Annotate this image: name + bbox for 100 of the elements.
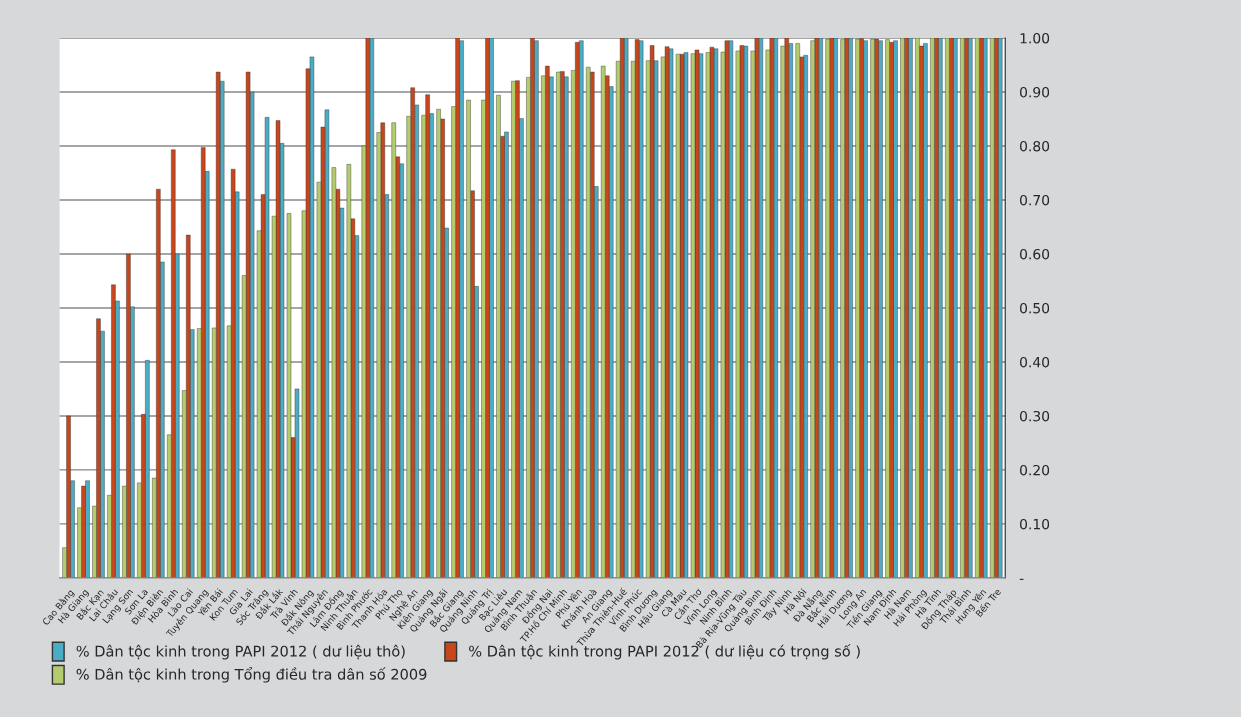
bar xyxy=(754,38,760,578)
bar xyxy=(934,38,939,578)
legend-label: % Dân tộc kinh trong Tổng điều tra dân số 2009 xyxy=(76,667,427,683)
bar xyxy=(975,38,980,578)
bar xyxy=(369,38,374,578)
bar xyxy=(694,49,700,578)
bar xyxy=(664,46,670,578)
y-tick-label: 0.80 xyxy=(1020,140,1050,152)
bar xyxy=(436,109,441,578)
bar xyxy=(111,284,116,578)
bar xyxy=(534,40,539,578)
bar xyxy=(758,38,764,578)
bar xyxy=(380,122,385,578)
bar xyxy=(870,38,875,578)
bar xyxy=(425,94,430,578)
bar xyxy=(904,38,909,578)
bar xyxy=(994,38,999,578)
bar xyxy=(556,71,561,578)
bar xyxy=(649,45,655,578)
bar xyxy=(575,42,580,578)
bar xyxy=(848,38,853,578)
bar xyxy=(586,66,591,578)
bar xyxy=(825,38,830,578)
bar xyxy=(560,71,565,578)
legend-label: % Dân tộc kinh trong PAPI 2012 ( dư liệu thô) xyxy=(76,644,405,660)
bar xyxy=(874,38,879,578)
y-tick-label: 0.10 xyxy=(1020,518,1050,530)
bar xyxy=(844,38,849,578)
y-tick-label: 0.40 xyxy=(1020,356,1050,368)
bar xyxy=(545,65,550,578)
y-tick-label: 0.30 xyxy=(1020,410,1050,422)
bar xyxy=(275,120,281,578)
bar xyxy=(803,55,808,578)
bar xyxy=(230,168,236,578)
y-tick-label: 1.00 xyxy=(1020,32,1050,44)
bar xyxy=(829,38,834,578)
bar xyxy=(171,149,176,578)
bar xyxy=(960,38,965,578)
bar xyxy=(215,71,221,578)
bar xyxy=(979,38,984,578)
y-tick-label: 0.60 xyxy=(1020,248,1050,260)
bar xyxy=(784,38,789,578)
bar xyxy=(391,122,396,578)
bar xyxy=(186,234,191,578)
y-tick-label: 0.90 xyxy=(1020,86,1050,98)
bar xyxy=(601,65,606,578)
bar xyxy=(818,38,823,578)
bar xyxy=(863,40,868,578)
bar xyxy=(579,40,584,578)
bar xyxy=(245,71,251,578)
y-tick-label: 0.50 xyxy=(1020,302,1050,314)
bar xyxy=(679,53,685,578)
bar xyxy=(410,87,415,578)
bar xyxy=(634,39,640,578)
bar xyxy=(466,99,471,578)
bar xyxy=(923,43,928,578)
bar xyxy=(590,71,595,578)
bar xyxy=(795,43,800,578)
bar xyxy=(145,360,150,578)
bar xyxy=(96,318,101,578)
bar xyxy=(885,39,890,578)
bar xyxy=(938,38,943,578)
bar xyxy=(66,415,71,578)
bar xyxy=(773,38,778,578)
bar xyxy=(998,38,1003,578)
bar xyxy=(511,80,516,578)
bar xyxy=(455,38,460,578)
bar xyxy=(365,38,370,578)
bar xyxy=(201,147,206,578)
bar xyxy=(485,38,490,578)
bar xyxy=(810,40,815,578)
bar xyxy=(915,38,920,578)
bar xyxy=(515,80,520,578)
bar xyxy=(504,131,509,578)
bar xyxy=(945,38,950,578)
bar xyxy=(949,38,954,578)
bar xyxy=(739,45,745,578)
bar xyxy=(85,480,90,578)
bar xyxy=(990,38,995,578)
bar xyxy=(840,39,845,578)
bar xyxy=(968,38,973,578)
bar xyxy=(126,253,131,578)
bar xyxy=(908,38,913,578)
y-tick-label: - xyxy=(1019,578,1024,580)
bar xyxy=(964,38,969,578)
bar xyxy=(489,38,494,578)
bar xyxy=(724,40,730,578)
bar xyxy=(769,38,774,578)
bar xyxy=(953,38,958,578)
bar xyxy=(619,38,625,578)
bar xyxy=(156,188,161,578)
bar xyxy=(459,40,464,578)
y-tick-label: 0.20 xyxy=(1020,464,1050,476)
bar xyxy=(496,95,501,578)
bar xyxy=(814,38,819,578)
bar xyxy=(983,38,988,578)
bar xyxy=(855,38,860,578)
bar xyxy=(709,46,715,578)
bar xyxy=(859,38,864,578)
bar xyxy=(900,38,905,578)
